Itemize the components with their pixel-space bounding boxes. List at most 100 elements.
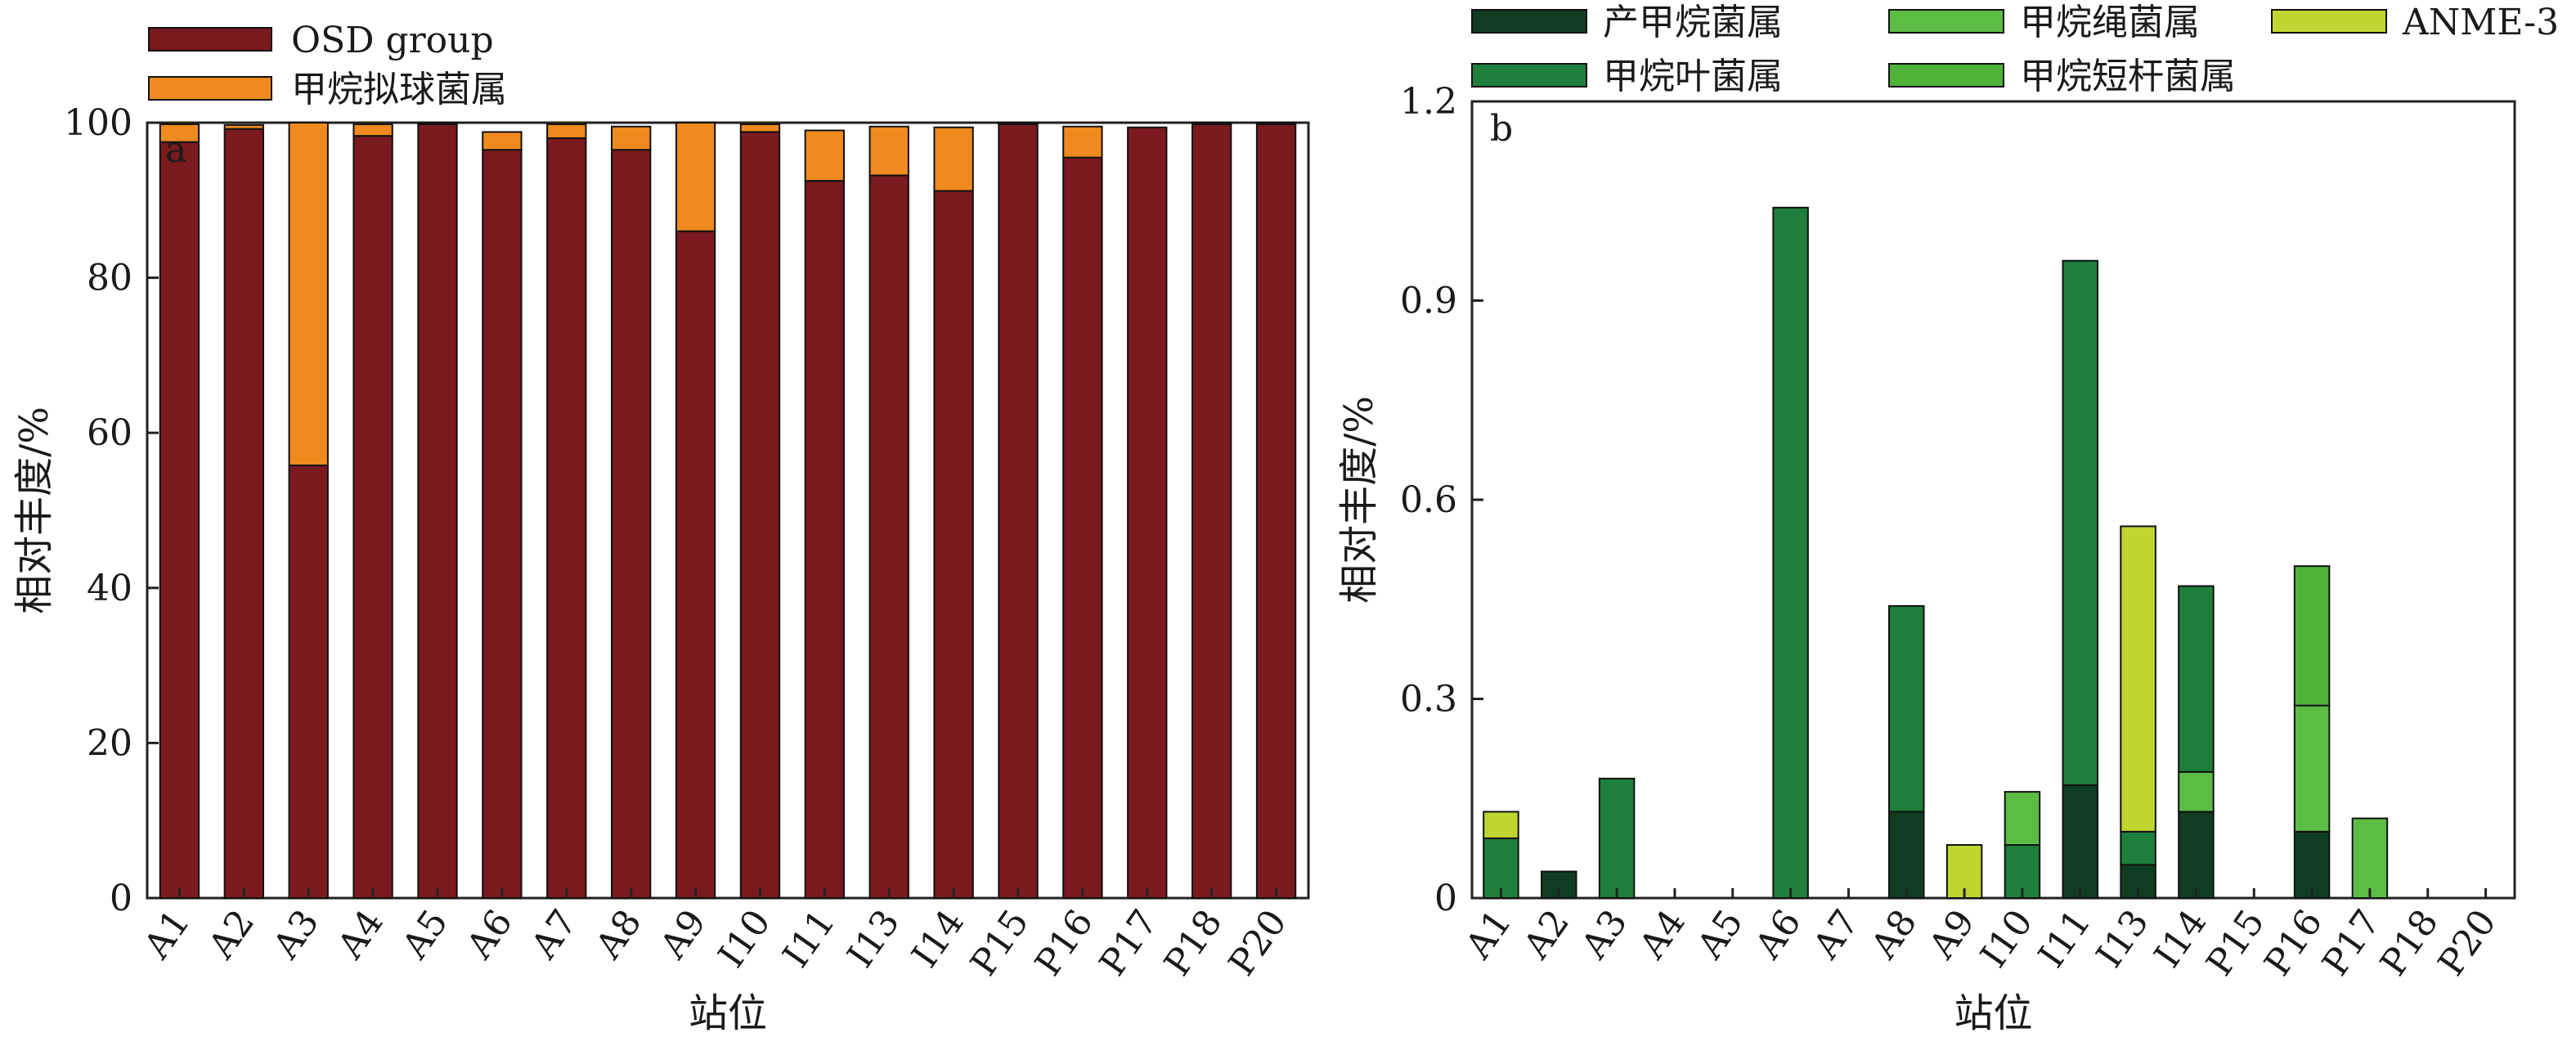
x-tick-label: I10 <box>711 902 779 975</box>
x-tick-label: A3 <box>265 902 328 967</box>
x-tick-label: I11 <box>774 902 843 975</box>
bar-P17-series-2 <box>2351 817 2389 899</box>
bar-A5-series-0 <box>417 123 458 899</box>
bar-I13-series-1 <box>868 125 909 177</box>
bar-P17-series-0 <box>1127 126 1168 900</box>
x-tick-label: A6 <box>458 902 521 967</box>
bar-P15-series-0 <box>998 123 1039 899</box>
legend-label: 甲烷拟球菌属 <box>291 69 507 110</box>
y-tick-label: 0 <box>1434 878 1457 919</box>
y-tick-label: 0.3 <box>1400 679 1457 721</box>
legend-label: 甲烷绳菌属 <box>2020 2 2200 43</box>
bar-A3-series-1 <box>1598 777 1636 900</box>
x-tick-label: A4 <box>1631 902 1694 967</box>
x-tick-label: P16 <box>2256 902 2331 983</box>
bar-P16-series-2 <box>2293 704 2331 833</box>
y-tick-label: 0 <box>110 878 132 919</box>
legend-label: ANME-3 <box>2402 2 2559 43</box>
bar-A3-series-0 <box>288 465 329 899</box>
x-tick-label: P18 <box>2372 902 2447 983</box>
bar-A1-series-1 <box>1483 837 1519 899</box>
panel-label: a <box>165 129 186 171</box>
bar-A8-series-1 <box>611 125 652 151</box>
x-tick-label: I14 <box>904 902 972 975</box>
bar-I14-series-1 <box>933 126 974 192</box>
x-axis-title: 站位 <box>1954 990 2032 1036</box>
y-tick-label: 80 <box>87 258 132 299</box>
legend-swatch <box>1471 63 1587 88</box>
bar-P20-series-1 <box>1255 122 1297 125</box>
bar-A7-series-0 <box>546 137 587 899</box>
bar-I10-series-0 <box>739 131 781 900</box>
x-tick-label: I11 <box>2031 902 2099 975</box>
x-tick-label: P20 <box>2430 902 2505 983</box>
bar-I10-series-1 <box>739 123 781 133</box>
x-tick-label: A4 <box>329 902 392 967</box>
plot-frame <box>1470 100 2516 900</box>
bar-I14-series-5 <box>2178 585 2215 773</box>
y-axis-title: 相对丰度/% <box>11 406 57 614</box>
bar-P16-series-1 <box>1062 125 1103 159</box>
x-tick-label: A1 <box>1457 902 1520 967</box>
bar-A7-series-1 <box>546 123 587 139</box>
bar-A8-series-0 <box>611 149 652 899</box>
bar-I11-series-0 <box>804 180 846 900</box>
bar-A9-series-0 <box>675 230 716 900</box>
legend-label: 甲烷短杆菌属 <box>2020 56 2236 97</box>
bar-A1-series-1 <box>159 123 200 143</box>
bar-P16-series-0 <box>1062 156 1103 900</box>
legend-swatch <box>1888 9 2004 34</box>
bar-A8-series-1 <box>1888 604 1925 813</box>
legend-swatch <box>2271 9 2387 34</box>
bar-A5-series-1 <box>417 122 458 125</box>
bar-A4-series-0 <box>352 135 393 899</box>
bar-I11-series-0 <box>2062 784 2098 899</box>
x-tick-label: A5 <box>1689 902 1752 967</box>
bar-I14-series-0 <box>933 190 974 899</box>
y-axis-title: 相对丰度/% <box>1336 396 1382 604</box>
legend-swatch <box>1888 63 2004 88</box>
bar-A9-series-1 <box>675 122 716 232</box>
bar-A6-series-1 <box>482 131 523 151</box>
bar-A6-series-1 <box>1772 206 1809 900</box>
bar-A8-series-0 <box>1888 811 1925 900</box>
bar-I11-series-1 <box>2062 259 2098 787</box>
x-tick-label: A6 <box>1747 902 1810 967</box>
bar-P16-series-0 <box>2293 830 2331 899</box>
y-tick-label: 0.6 <box>1400 479 1457 521</box>
y-tick-label: 100 <box>64 102 132 144</box>
x-tick-label: P15 <box>963 902 1037 983</box>
x-tick-label: A9 <box>1920 902 1983 967</box>
bar-I13-series-4 <box>2120 525 2156 833</box>
x-axis-title: 站位 <box>689 990 767 1036</box>
x-tick-label: A1 <box>136 902 199 967</box>
bar-P18-series-1 <box>1192 122 1232 125</box>
legend-swatch <box>148 27 272 52</box>
legend-label: OSD group <box>291 20 494 61</box>
bar-I13-series-0 <box>868 174 909 900</box>
bar-P20-series-0 <box>1255 123 1297 899</box>
panel-label: b <box>1490 108 1513 150</box>
x-tick-label: A3 <box>1573 902 1636 967</box>
x-tick-label: A2 <box>200 902 263 967</box>
x-tick-label: I13 <box>2089 902 2157 975</box>
y-tick-label: 60 <box>87 412 132 454</box>
x-tick-label: P15 <box>2198 902 2273 983</box>
x-tick-label: A2 <box>1515 902 1578 967</box>
bar-I14-series-2 <box>2178 770 2215 813</box>
x-tick-label: A8 <box>587 902 650 967</box>
panel-b-chart: 0 0.3 0.6 0.9 1.2 A1A2A3A4A5A6A7A8A9I10I11I13… <box>1336 2 2559 1036</box>
bar-A6-series-0 <box>482 149 523 899</box>
x-tick-label: A7 <box>1805 902 1868 967</box>
bar-P18-series-0 <box>1192 123 1232 899</box>
x-tick-label: A5 <box>393 902 456 967</box>
x-tick-label: P17 <box>1092 902 1166 983</box>
x-tick-label: P17 <box>2314 902 2389 983</box>
legend-swatch <box>1471 9 1587 34</box>
bar-P16-series-3 <box>2293 565 2331 707</box>
bar-I11-series-1 <box>804 129 846 182</box>
x-tick-label: A9 <box>652 902 715 967</box>
x-tick-label: P18 <box>1156 902 1231 983</box>
legend-label: 产甲烷菌属 <box>1603 2 1783 43</box>
bar-A1-series-0 <box>159 141 200 899</box>
